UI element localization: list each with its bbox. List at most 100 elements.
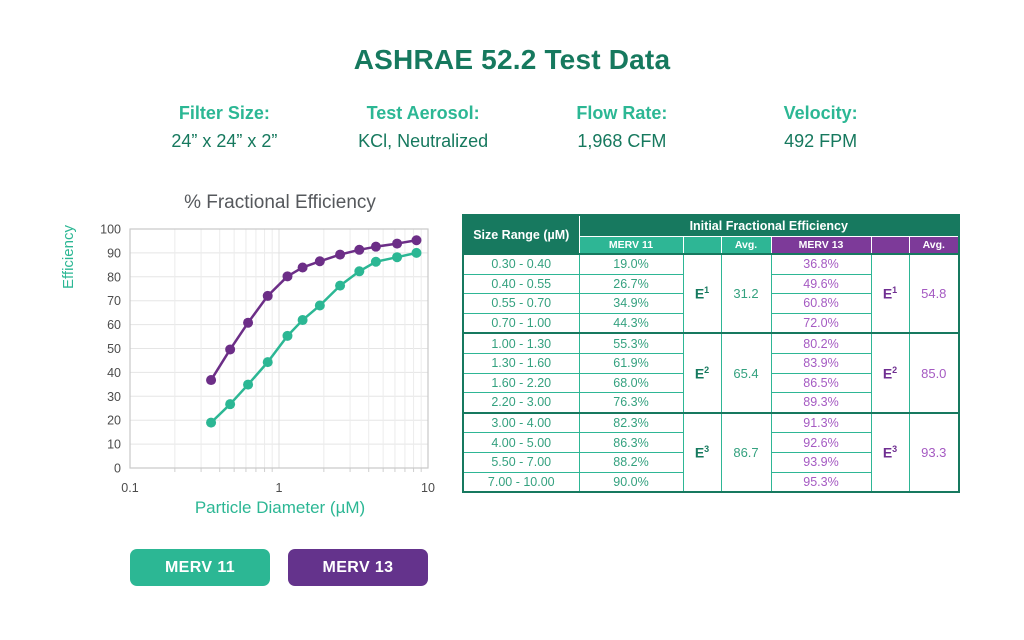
page-title: ASHRAE 52.2 Test Data <box>353 44 671 75</box>
sub-header-merv11: MERV 11 <box>578 236 684 255</box>
merv11-value-cell: 90.0% <box>578 471 684 493</box>
merv13-value-cell: 83.9% <box>770 352 872 374</box>
e-group-label-merv13: E1 <box>870 252 910 334</box>
svg-text:0.1: 0.1 <box>121 481 138 495</box>
svg-text:30: 30 <box>107 390 121 404</box>
merv11-value-cell: 19.0% <box>578 252 684 275</box>
e-group-label-merv13: E2 <box>870 332 910 414</box>
merv11-value-cell: 82.3% <box>578 411 684 434</box>
spec-label: Filter Size: <box>178 103 270 123</box>
merv13-value-cell: 49.6% <box>770 273 872 295</box>
merv11-value-cell: 86.3% <box>578 432 684 453</box>
merv13-value-cell: 36.8% <box>770 252 872 275</box>
size-range-cell: 3.00 - 4.00 <box>462 411 580 434</box>
spec-value: KCl, Neutralized <box>358 131 489 151</box>
merv13-value-cell: 86.5% <box>770 372 872 394</box>
legend-merv13-button[interactable]: MERV 13 <box>288 549 428 586</box>
table-row: 5.50 - 7.00 88.2% 93.9% <box>462 451 959 473</box>
fractional-efficiency-chart: % Fractional Efficiency Efficiency 0 10 20… <box>55 190 455 540</box>
table-row: 1.30 - 1.60 61.9% 83.9% <box>462 352 959 374</box>
table-row: 0.70 - 1.00 44.3% 72.0% <box>462 312 959 334</box>
merv13-avg-cell: 93.3 <box>908 411 960 493</box>
sub-header-avg: Avg. <box>908 236 960 255</box>
size-range-cell: 7.00 - 10.00 <box>462 471 580 493</box>
svg-text:20: 20 <box>107 414 121 428</box>
size-range-cell: 0.55 - 0.70 <box>462 293 580 314</box>
svg-text:10: 10 <box>107 438 121 452</box>
spec-flow-rate: Flow Rate: 1,968 CFM <box>523 103 722 152</box>
merv11-avg-cell: 65.4 <box>720 332 772 414</box>
merv11-value-cell: 26.7% <box>578 273 684 295</box>
merv11-value-cell: 34.9% <box>578 293 684 314</box>
legend-merv11-button[interactable]: MERV 11 <box>130 549 270 586</box>
merv13-avg-cell: 54.8 <box>908 252 960 334</box>
table-row: 1.60 - 2.20 68.0% 86.5% <box>462 372 959 394</box>
svg-text:50: 50 <box>107 342 121 356</box>
svg-text:70: 70 <box>107 294 121 308</box>
x-axis-label: Particle Diameter (µM) <box>194 498 366 517</box>
e-group-label-merv13: E3 <box>870 411 910 493</box>
merv11-value-cell: 44.3% <box>578 312 684 334</box>
spec-value: 1,968 CFM <box>577 131 667 151</box>
size-range-cell: 1.00 - 1.30 <box>462 332 580 354</box>
merv13-value-cell: 91.3% <box>770 411 872 434</box>
merv13-value-cell: 89.3% <box>770 392 872 414</box>
e-group-label-merv11: E3 <box>682 411 722 493</box>
size-range-cell: 5.50 - 7.00 <box>462 451 580 473</box>
merv13-value-cell: 93.9% <box>770 451 872 473</box>
svg-text:100: 100 <box>100 223 121 237</box>
spec-value: 492 FPM <box>784 131 858 151</box>
merv11-value-cell: 68.0% <box>578 372 684 394</box>
spec-label: Test Aerosol: <box>366 103 480 123</box>
table-row: 0.55 - 0.70 34.9% 60.8% <box>462 293 959 314</box>
spec-label: Flow Rate: <box>576 103 668 123</box>
plot-area: 0 10 20 30 40 50 60 70 80 90 100 0.1 1 10 <box>100 223 435 496</box>
e-group-label-merv11: E1 <box>682 252 722 334</box>
merv13-avg-cell: 85.0 <box>908 332 960 414</box>
sub-header-merv13: MERV 13 <box>770 236 872 255</box>
spec-test-aerosol: Test Aerosol: KCl, Neutralized <box>324 103 523 152</box>
svg-text:10: 10 <box>421 481 435 495</box>
sub-header-avg: Avg. <box>720 236 772 255</box>
size-range-cell: 0.30 - 0.40 <box>462 252 580 275</box>
svg-text:60: 60 <box>107 318 121 332</box>
merv13-value-cell: 92.6% <box>770 432 872 453</box>
size-range-cell: 0.40 - 0.55 <box>462 273 580 295</box>
size-range-cell: 2.20 - 3.00 <box>462 392 580 414</box>
size-range-header: Size Range (µM) <box>462 214 580 255</box>
size-range-cell: 0.70 - 1.00 <box>462 312 580 334</box>
svg-text:40: 40 <box>107 366 121 380</box>
spec-value: 24” x 24” x 2” <box>171 131 278 151</box>
merv11-value-cell: 76.3% <box>578 392 684 414</box>
merv11-avg-cell: 86.7 <box>720 411 772 493</box>
initial-fractional-efficiency-header: Initial Fractional Efficiency <box>578 214 960 237</box>
spec-velocity: Velocity: 492 FPM <box>721 103 920 152</box>
merv11-value-cell: 88.2% <box>578 451 684 473</box>
e-group-label-merv11: E2 <box>682 332 722 414</box>
merv11-value-cell: 55.3% <box>578 332 684 354</box>
table-row: 3.00 - 4.00 82.3% E3 86.7 91.3% E3 93.3 <box>462 411 960 493</box>
size-range-cell: 1.30 - 1.60 <box>462 352 580 374</box>
svg-text:80: 80 <box>107 270 121 284</box>
spec-row: Filter Size: 24” x 24” x 2” Test Aerosol… <box>125 103 920 152</box>
sub-header-blank <box>682 236 722 255</box>
table-row: 0.30 - 0.40 19.0% E1 31.2 36.8% E1 54.8 <box>462 252 960 334</box>
table-row: 4.00 - 5.00 86.3% 92.6% <box>462 432 959 453</box>
merv11-value-cell: 61.9% <box>578 352 684 374</box>
chart-title: % Fractional Efficiency <box>184 192 376 213</box>
table-row: 1.00 - 1.30 55.3% E2 65.4 80.2% E2 85.0 <box>462 332 960 414</box>
svg-text:0: 0 <box>114 462 121 476</box>
spec-filter-size: Filter Size: 24” x 24” x 2” <box>125 103 324 152</box>
merv11-avg-cell: 31.2 <box>720 252 772 334</box>
size-range-cell: 1.60 - 2.20 <box>462 372 580 394</box>
size-range-cell: 4.00 - 5.00 <box>462 432 580 453</box>
svg-text:1: 1 <box>276 481 283 495</box>
sub-header-blank <box>870 236 910 255</box>
svg-text:90: 90 <box>107 246 121 260</box>
merv13-value-cell: 95.3% <box>770 471 872 493</box>
efficiency-table-wrap: Size Range (µM) Initial Fractional Effici… <box>462 214 961 494</box>
efficiency-table: Size Range (µM) Initial Fractional Effici… <box>462 214 961 494</box>
spec-label: Velocity: <box>783 103 858 123</box>
merv13-value-cell: 60.8% <box>770 293 872 314</box>
